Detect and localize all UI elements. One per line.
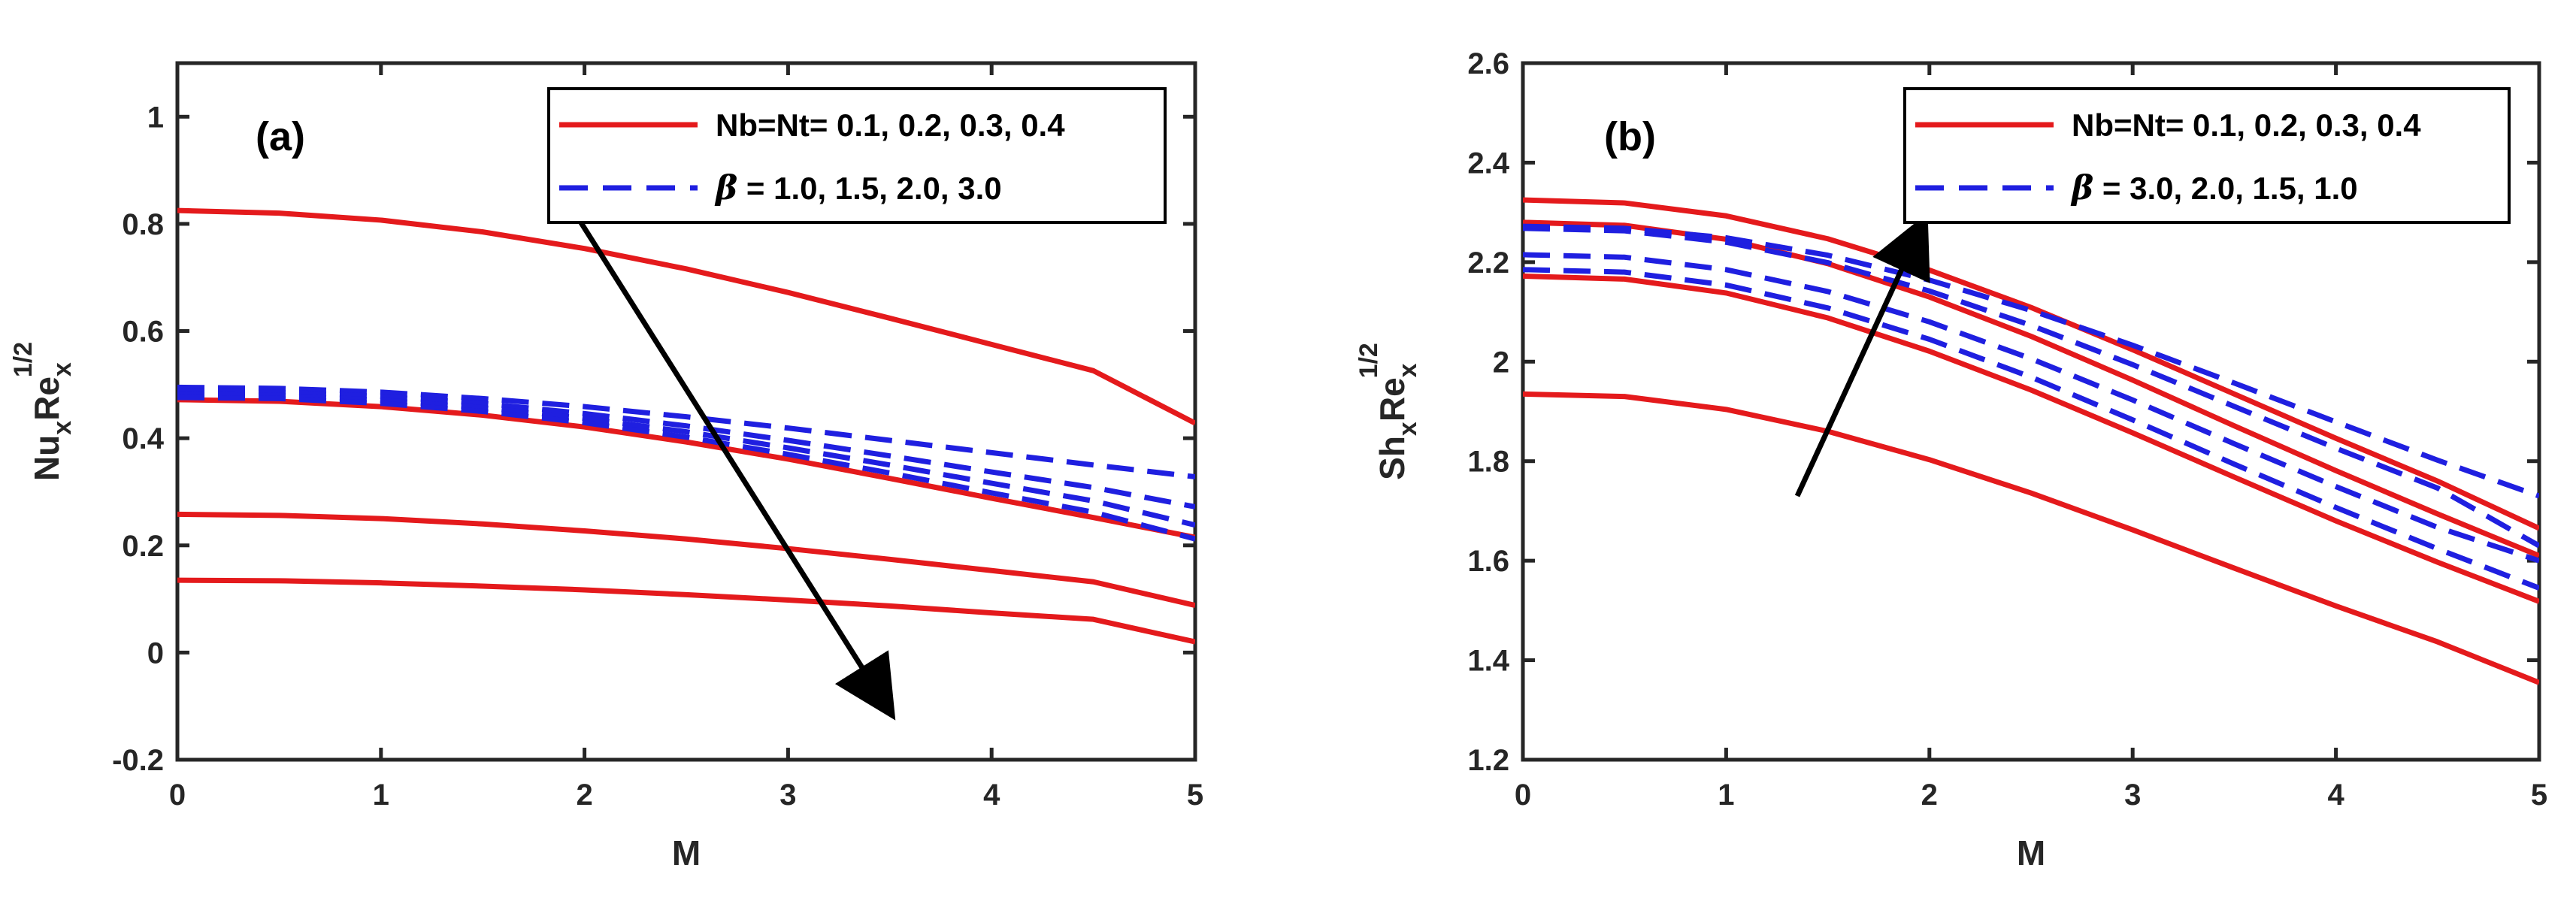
x-axis-label: M (2017, 833, 2045, 872)
panel-label: (a) (256, 114, 305, 159)
y-axis-label: ShxRex1/2 (1355, 343, 1422, 480)
y-tick-label: 2.4 (1467, 147, 1509, 180)
series-line-nb-nt-0.4 (177, 577, 1195, 645)
legend-beta-symbol: β (714, 169, 737, 207)
chart-panel-a: 0 1 2 3 4 5-0.200.20.40.60.81 (a) Nb=Nt= 0.1, 0… (9, 61, 1203, 872)
y-tick-label: 1.2 (1467, 744, 1509, 777)
series-line-nb-nt-0.1 (177, 207, 1195, 426)
legend-entry-label: β = 3.0, 2.0, 1.5, 1.0 (2070, 169, 2358, 207)
x-tick-label: 1 (373, 779, 389, 812)
x-tick-label: 5 (2531, 779, 2547, 812)
y-tick-label: 1.4 (1467, 645, 1509, 678)
y-tick-label: 2.6 (1467, 47, 1509, 80)
series-line-nb-nt-0.2 (1523, 273, 2539, 604)
y-tick-label: 2.2 (1467, 246, 1509, 280)
series-line--3.0 (177, 395, 1195, 542)
series-line-nb-nt-0.3 (177, 511, 1195, 609)
x-tick-label: 0 (1515, 779, 1531, 812)
legend-beta-symbol: β (2070, 169, 2093, 207)
y-tick-label: 0.8 (122, 208, 164, 241)
series-line-nb-nt-0.4 (1523, 197, 2539, 531)
y-tick-label: -0.2 (112, 744, 164, 777)
legend-entry-label: Nb=Nt= 0.1, 0.2, 0.3, 0.4 (2072, 107, 2421, 143)
y-axis-label: NuxRex1/2 (9, 342, 77, 481)
series-line--2.0 (1523, 252, 2539, 564)
y-tick-label: 1.8 (1467, 446, 1509, 479)
series-line--2.0 (177, 392, 1195, 528)
series-line--1.0 (1523, 223, 2539, 499)
legend-box (547, 87, 1167, 224)
y-tick-label: 0.4 (122, 422, 164, 455)
x-axis-label: M (672, 833, 701, 872)
x-tick-label: 5 (1187, 779, 1203, 812)
y-tick-label: 2 (1493, 346, 1509, 379)
legend-entry-label: Nb=Nt= 0.1, 0.2, 0.3, 0.4 (716, 107, 1065, 143)
series-line--1.0 (177, 384, 1195, 479)
x-tick-label: 3 (2124, 779, 2141, 812)
legend-entry-label: β = 1.0, 1.5, 2.0, 3.0 (714, 169, 1002, 207)
x-tick-label: 2 (576, 779, 592, 812)
trend-arrow (1794, 213, 1930, 497)
series-line-nb-nt-0.1 (1523, 391, 2539, 685)
x-tick-label: 1 (1718, 779, 1734, 812)
x-tick-label: 3 (779, 779, 796, 812)
y-tick-label: 1.6 (1467, 545, 1509, 578)
x-tick-label: 0 (169, 779, 186, 812)
chart-panel-b: 0 1 2 3 4 5 1.2 1.4 1.6 1.8 2 2.2 2.4 2.6 (b) Nb=Nt= 0.… (1355, 47, 2547, 872)
y-tick-label: 0 (147, 636, 164, 670)
series-line--3.0 (1523, 267, 2539, 591)
x-tick-label: 4 (983, 779, 1000, 812)
y-tick-label: 0.2 (122, 530, 164, 563)
x-tick-label: 2 (1921, 779, 1938, 812)
panel-label: (b) (1604, 114, 1656, 159)
legend-box (1903, 87, 2511, 224)
x-tick-label: 4 (2327, 779, 2344, 812)
y-tick-label: 0.6 (122, 316, 164, 349)
series-line--1.5 (1523, 225, 2539, 549)
trend-arrow (565, 201, 896, 721)
legend: Nb=Nt= 0.1, 0.2, 0.3, 0.4 β = 1.0, 1.5, 2… (547, 87, 1167, 224)
series-line--1.5 (177, 388, 1195, 509)
series-line-nb-nt-0.2 (177, 397, 1195, 540)
legend: Nb=Nt= 0.1, 0.2, 0.3, 0.4 β = 3.0, 2.0, 1… (1903, 87, 2511, 224)
y-tick-label: 1 (147, 101, 164, 134)
